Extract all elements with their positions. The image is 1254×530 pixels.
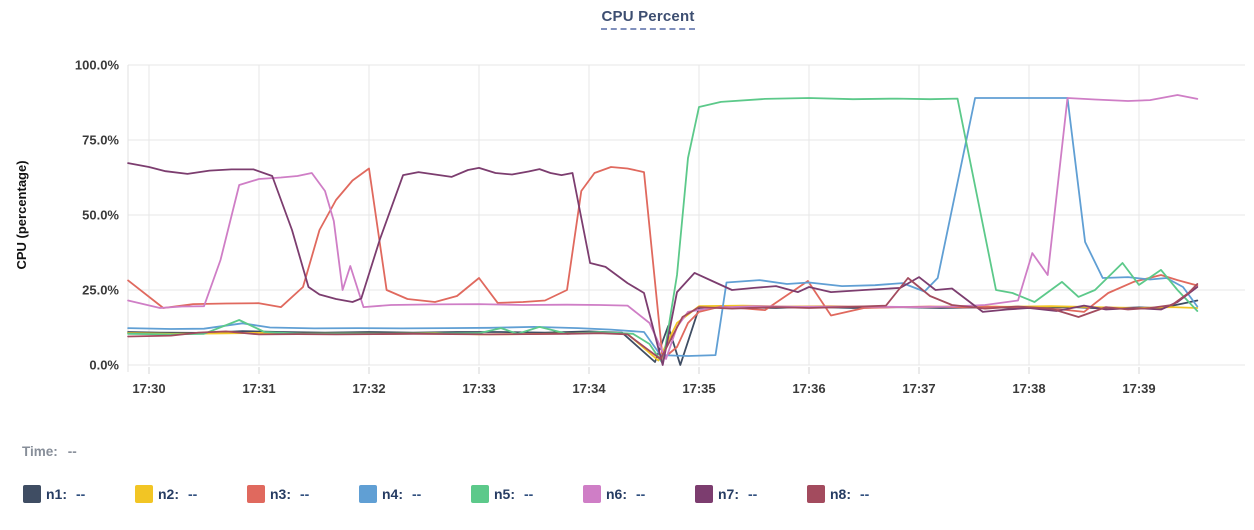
series-line-n6[interactable] bbox=[127, 94, 1199, 360]
x-tick-label: 17:30 bbox=[132, 381, 165, 396]
series-line-n8[interactable] bbox=[127, 277, 1199, 360]
x-tick-label: 17:31 bbox=[242, 381, 275, 396]
legend-value-n1: -- bbox=[76, 486, 86, 502]
y-axis-title: CPU (percentage) bbox=[14, 160, 29, 269]
y-tick-label: 0.0% bbox=[89, 358, 119, 373]
x-tick-label: 17:37 bbox=[902, 381, 935, 396]
legend: n1: -- n2: -- n3: -- n4: -- n5: -- n6: -- n7: -- n8: -- bbox=[23, 485, 919, 503]
y-tick-label: 50.0% bbox=[82, 208, 119, 223]
chart-title-wrap: CPU Percent bbox=[128, 8, 1168, 30]
legend-swatch-n3 bbox=[247, 485, 265, 503]
legend-swatch-n7 bbox=[695, 485, 713, 503]
legend-item-n7[interactable]: n7: -- bbox=[695, 485, 807, 503]
legend-item-n5[interactable]: n5: -- bbox=[471, 485, 583, 503]
series-line-n4[interactable] bbox=[127, 97, 1199, 357]
y-tick-label: 25.0% bbox=[82, 283, 119, 298]
x-tick-label: 17:34 bbox=[572, 381, 606, 396]
chart-title[interactable]: CPU Percent bbox=[601, 8, 695, 30]
legend-item-n6[interactable]: n6: -- bbox=[583, 485, 695, 503]
legend-swatch-n2 bbox=[135, 485, 153, 503]
legend-label-n2: n2: bbox=[158, 486, 179, 502]
legend-label-n7: n7: bbox=[718, 486, 739, 502]
series-line-n7[interactable] bbox=[127, 162, 1199, 366]
cpu-chart[interactable]: 100.0% 75.0% 50.0% 25.0% 0.0% 17:30 17:31 17:32… bbox=[0, 28, 1254, 440]
x-tick-label: 17:32 bbox=[352, 381, 385, 396]
legend-swatch-n1 bbox=[23, 485, 41, 503]
time-readout: Time: -- bbox=[22, 444, 77, 459]
y-tick-label: 100.0% bbox=[75, 58, 120, 73]
y-tick-label: 75.0% bbox=[82, 133, 119, 148]
legend-swatch-n8 bbox=[807, 485, 825, 503]
legend-label-n4: n4: bbox=[382, 486, 403, 502]
series-line-n5[interactable] bbox=[127, 97, 1199, 365]
legend-swatch-n5 bbox=[471, 485, 489, 503]
legend-value-n4: -- bbox=[412, 486, 422, 502]
x-tick-label: 17:38 bbox=[1012, 381, 1045, 396]
legend-value-n2: -- bbox=[188, 486, 198, 502]
legend-item-n3[interactable]: n3: -- bbox=[247, 485, 359, 503]
x-tick-label: 17:35 bbox=[682, 381, 715, 396]
x-tick-label: 17:36 bbox=[792, 381, 825, 396]
legend-label-n8: n8: bbox=[830, 486, 851, 502]
time-readout-label: Time: bbox=[22, 444, 58, 459]
legend-value-n5: -- bbox=[524, 486, 534, 502]
x-tick-label: 17:39 bbox=[1122, 381, 1155, 396]
legend-value-n6: -- bbox=[636, 486, 646, 502]
legend-item-n4[interactable]: n4: -- bbox=[359, 485, 471, 503]
legend-label-n5: n5: bbox=[494, 486, 515, 502]
legend-item-n8[interactable]: n8: -- bbox=[807, 485, 919, 503]
legend-value-n3: -- bbox=[300, 486, 310, 502]
legend-swatch-n4 bbox=[359, 485, 377, 503]
legend-swatch-n6 bbox=[583, 485, 601, 503]
legend-label-n1: n1: bbox=[46, 486, 67, 502]
legend-item-n2[interactable]: n2: -- bbox=[135, 485, 247, 503]
time-readout-value: -- bbox=[67, 444, 77, 459]
series-line-n3[interactable] bbox=[127, 166, 1199, 360]
x-tick-label: 17:33 bbox=[462, 381, 495, 396]
legend-label-n6: n6: bbox=[606, 486, 627, 502]
legend-item-n1[interactable]: n1: -- bbox=[23, 485, 135, 503]
legend-value-n8: -- bbox=[860, 486, 870, 502]
legend-value-n7: -- bbox=[748, 486, 758, 502]
legend-label-n3: n3: bbox=[270, 486, 291, 502]
